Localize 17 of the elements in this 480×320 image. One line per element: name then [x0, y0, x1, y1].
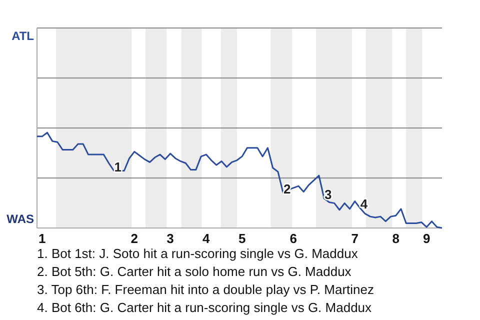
x-tick-label: 2	[130, 231, 138, 246]
text: ATL	[12, 29, 34, 43]
annotation: 4	[360, 196, 368, 212]
x-tick-label: 4	[202, 231, 211, 246]
text: WAS	[6, 212, 34, 226]
annotation: 3	[324, 186, 332, 202]
x-tick-label: 3	[166, 231, 174, 246]
text: 4. Bot 6th: G. Carter hit a run-scoring single vs G. Maddux	[37, 300, 372, 315]
x-tick-label: 5	[238, 231, 246, 246]
x-tick-label: 9	[423, 231, 430, 246]
x-tick-label: 1	[38, 231, 46, 246]
text: 2. Bot 5th: G. Carter hit a solo home run vs G. Maddux	[37, 264, 352, 279]
text: 3. Top 6th: F. Freeman hit into a double play vs P. Martinez	[37, 282, 374, 297]
x-tick-label: 7	[351, 231, 358, 246]
x-tick-label: 6	[290, 231, 297, 246]
text: 1. Bot 1st: J. Soto hit a run-scoring single vs G. Maddux	[37, 246, 358, 261]
x-tick-label: 8	[392, 231, 400, 246]
